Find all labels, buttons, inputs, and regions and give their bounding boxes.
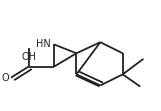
Text: HN: HN [36,39,51,49]
Text: O: O [2,73,9,83]
Text: OH: OH [21,52,36,62]
